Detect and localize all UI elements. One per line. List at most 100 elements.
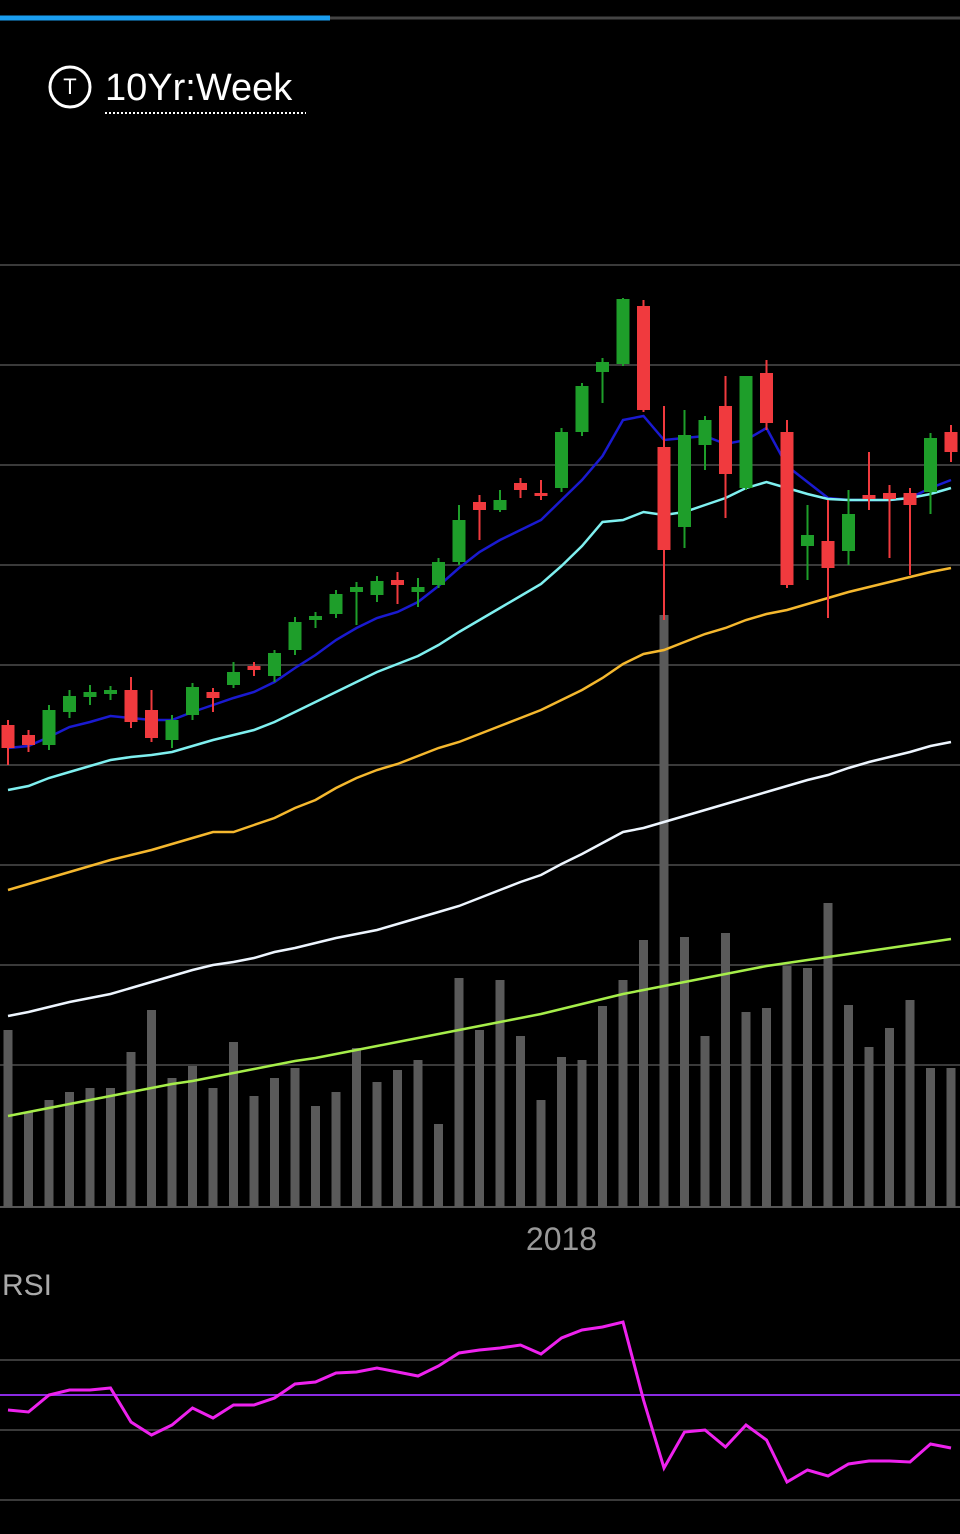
candle-body [104, 690, 117, 694]
candle-body [596, 362, 609, 372]
volume-bar [844, 1005, 853, 1207]
volume-bar [762, 1008, 771, 1207]
volume-bar [249, 1096, 259, 1207]
candle-body [801, 535, 814, 546]
candle-body [924, 438, 937, 492]
candle-body [288, 622, 302, 650]
candle-body [944, 432, 958, 452]
volume-bar [741, 1012, 751, 1207]
x-tick-label: 2018 [526, 1221, 597, 1257]
candle-body [391, 580, 404, 585]
volume-bar [577, 1060, 587, 1207]
candle-body [22, 735, 35, 745]
volume-bar [721, 933, 730, 1207]
candle-body [1, 725, 15, 748]
volume-bar [557, 1057, 566, 1207]
candle-body [350, 587, 363, 592]
volume-bar [413, 1060, 423, 1207]
line-series [7, 414, 952, 750]
period-label[interactable]: 10Yr:Week [105, 67, 293, 109]
candle-body [760, 373, 773, 423]
volume-bar [3, 1030, 13, 1207]
candle-body [124, 690, 138, 722]
candle-body [493, 500, 507, 510]
candle-body [555, 432, 568, 488]
candle-body [678, 435, 691, 527]
volume-bar [475, 1030, 484, 1207]
volume-bar [495, 980, 505, 1207]
candle-body [268, 653, 281, 676]
candle-body [206, 692, 220, 698]
candle-body [370, 581, 384, 595]
volume-bar [290, 1068, 300, 1207]
volume-bar [700, 1036, 710, 1207]
volume-bar [782, 966, 792, 1207]
volume-bar [516, 1036, 525, 1207]
volume-bar [536, 1100, 546, 1207]
candle-body [452, 520, 466, 562]
line-series [7, 937, 952, 1118]
candle-body [186, 687, 199, 715]
candle-body [616, 299, 630, 364]
volume-bar [44, 1100, 54, 1207]
volume-bar [639, 940, 648, 1207]
period-button[interactable]: T 10Yr:Week [48, 65, 306, 114]
candle-body [329, 594, 343, 614]
candle-body [657, 447, 671, 550]
volume-bar [65, 1092, 74, 1207]
candle-body [883, 493, 896, 499]
volume-bar [926, 1068, 935, 1207]
volume-bar [85, 1088, 95, 1207]
line-series [7, 480, 952, 792]
candle-body [63, 696, 76, 712]
candle-body [862, 495, 876, 499]
candle-body [780, 432, 794, 585]
volume-bar [147, 1010, 156, 1207]
candle-body [739, 376, 753, 488]
volume-bar [167, 1078, 177, 1207]
volume-bar [352, 1048, 361, 1207]
volume-bar [659, 615, 669, 1207]
volume-bar [106, 1088, 115, 1207]
volume-bar [803, 968, 812, 1207]
candle-body [227, 672, 240, 685]
candle-body [903, 493, 917, 505]
volume-bar [885, 1028, 894, 1207]
volume-bar [393, 1070, 402, 1207]
volume-bar [823, 903, 833, 1207]
volume-bar [454, 978, 464, 1207]
candle-body [821, 541, 835, 568]
candle-body [534, 493, 548, 496]
candle-body [698, 420, 712, 445]
icon-circle [48, 65, 92, 109]
volume-bar [680, 937, 689, 1207]
volume-bar [864, 1047, 874, 1207]
volume-bar [188, 1066, 197, 1207]
volume-bar [598, 1006, 607, 1207]
volume-bar [311, 1106, 320, 1207]
rsi-title: RSI [2, 1269, 52, 1302]
candle-body [473, 502, 486, 510]
candle-body [247, 666, 261, 670]
volume-bar [618, 980, 628, 1207]
candle-body [719, 406, 732, 474]
volume-bar [270, 1078, 279, 1207]
line-series [7, 566, 952, 892]
candle-body [309, 616, 322, 620]
volume-bar [372, 1082, 382, 1207]
volume-bar [946, 1068, 956, 1207]
candle-body [411, 587, 425, 592]
icon-letter: T [63, 74, 76, 99]
candle-body [842, 514, 855, 551]
line-series [7, 1320, 952, 1485]
candle-body [514, 483, 527, 490]
candle-body [42, 710, 56, 745]
volume-bar [331, 1092, 341, 1207]
candle-body [165, 720, 179, 740]
candle-body [83, 692, 97, 697]
volume-bar [905, 1000, 915, 1207]
line-series [7, 740, 952, 1018]
candle-body [637, 306, 650, 410]
